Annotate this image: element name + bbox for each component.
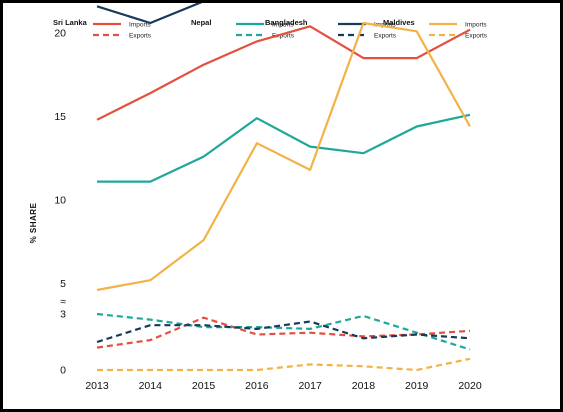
series-layer [96, 3, 471, 372]
legend-label-nepal-imports: Imports [272, 22, 294, 29]
x-tick-label-2019: 2019 [405, 380, 429, 392]
series-line-bangladesh-exports [96, 320, 471, 344]
y-tick-label-3: 3 [60, 309, 66, 321]
y-tick-label-10: 10 [54, 195, 66, 207]
legend-country-nepal: Nepal [191, 18, 211, 27]
legend-label-maldives-exports: Exports [465, 33, 488, 40]
series-line-maldives-exports [97, 357, 471, 372]
series-line-maldives-imports [96, 21, 471, 292]
y-axis-title: % SHARE [29, 202, 38, 243]
legend-country-maldives: Maldives [383, 18, 415, 27]
x-tick-label-2014: 2014 [139, 380, 163, 392]
line-chart: Sri Lanka Imports Exports Nepal Imports Expor… [29, 3, 488, 393]
y-tick-label-20: 20 [54, 28, 66, 40]
series-line-sri-lanka-exports [96, 316, 471, 349]
legend-country-sri-lanka: Sri Lanka [53, 18, 88, 27]
axes: 0351015202530≈20132014201520162017201820… [29, 28, 482, 393]
x-tick-label-2018: 2018 [352, 380, 376, 392]
legend-country-bangladesh: Bangladesh [265, 18, 308, 27]
legend-label-maldives-imports: Imports [465, 22, 487, 29]
legend-label-sri-lanka-exports: Exports [129, 33, 152, 40]
legend-label-bangladesh-exports: Exports [374, 33, 397, 40]
axis-break-mark: ≈ [60, 296, 66, 308]
legend: Sri Lanka Imports Exports Nepal Imports Expor… [53, 18, 488, 40]
x-tick-label-2016: 2016 [245, 380, 269, 392]
y-tick-label-5: 5 [60, 278, 66, 290]
x-tick-label-2015: 2015 [192, 380, 216, 392]
y-tick-label-0: 0 [60, 365, 66, 377]
series-line-nepal-exports [96, 312, 471, 351]
series-line-bangladesh-imports [96, 3, 203, 25]
legend-label-nepal-exports: Exports [272, 33, 295, 40]
legend-label-sri-lanka-imports: Imports [129, 22, 151, 29]
x-tick-label-2020: 2020 [458, 380, 482, 392]
series-line-nepal-imports [97, 113, 471, 183]
x-tick-label-2013: 2013 [85, 380, 109, 392]
x-tick-label-2017: 2017 [298, 380, 322, 392]
legend-label-bangladesh-imports: Imports [374, 22, 396, 29]
series-line-sri-lanka-imports [96, 25, 471, 121]
y-tick-label-15: 15 [54, 111, 66, 123]
